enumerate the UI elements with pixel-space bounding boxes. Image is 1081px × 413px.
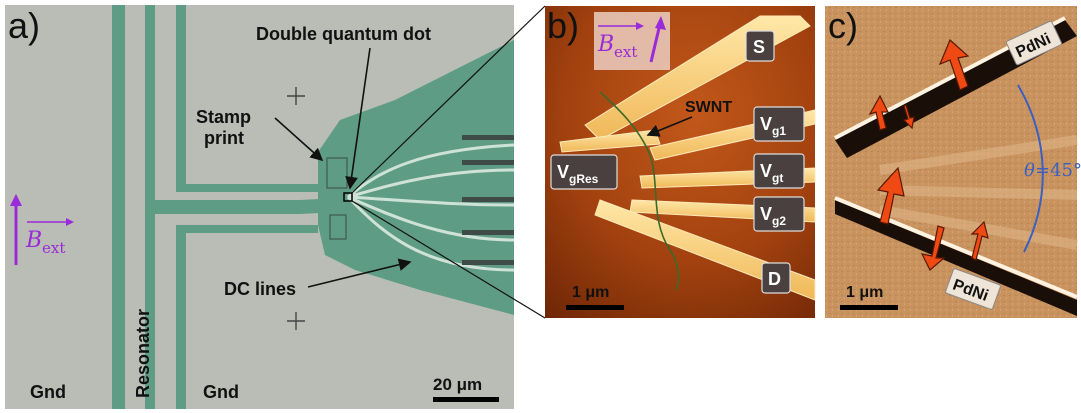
scalebar-b: [566, 305, 624, 310]
moment-arrow-1: [868, 94, 889, 131]
panel-a-letter: a): [8, 5, 40, 46]
gnd-right-label: Gnd: [203, 382, 239, 402]
zoom-line-bottom: [351, 200, 546, 319]
moment-arrow-2: [902, 104, 915, 130]
field-arrow-a-head: [10, 194, 22, 206]
moment-arrow-3: [938, 38, 970, 91]
field-sub-a: ext: [42, 239, 65, 257]
field-symbol-b: B: [597, 32, 614, 57]
stamp-label-line1: Stamp: [196, 107, 251, 127]
tag-s: S: [753, 37, 765, 57]
field-vector-bar-a-head: [66, 218, 74, 226]
dc-arrow: [307, 258, 412, 288]
angle-symbol: θ: [1024, 160, 1035, 181]
swnt-tube: [599, 91, 680, 291]
scalebar-c-label: 1 μm: [846, 284, 883, 301]
alignment-mark-bottom: [287, 312, 305, 330]
pdni-top-box: [1006, 20, 1062, 66]
resonator-line: [145, 5, 155, 409]
panel-c: θ =45° PdNi PdNi c) 1 μm: [825, 5, 1081, 318]
angle-arc: [1017, 84, 1044, 253]
scalebar-c: [840, 305, 898, 310]
dqd-box: [343, 192, 353, 202]
moment-arrow-5: [920, 225, 946, 271]
dqd-label: Double quantum dot: [256, 24, 431, 44]
dc-pad-slots: [462, 135, 514, 265]
stamp-print-frame-lower: [329, 214, 347, 240]
pdni-stripe-bottom: [835, 200, 1077, 316]
tag-vg1-box: [753, 106, 805, 142]
lead-drain: [594, 199, 816, 301]
moment-arrows: [868, 38, 989, 271]
dc-lines: [346, 143, 515, 272]
tag-vgt-box: [753, 153, 805, 189]
field-arrow-b: [649, 23, 662, 63]
tag-vg2: Vg2: [760, 204, 786, 228]
tag-d-box: [761, 262, 791, 294]
tag-vg2-box: [753, 196, 805, 232]
tag-vgt: Vgt: [760, 161, 783, 185]
panel-c-letter: c): [828, 5, 858, 46]
scalebar-a-label: 20 μm: [433, 375, 482, 394]
scalebar-a: [433, 397, 499, 402]
pdni-bottom-box: [945, 268, 1001, 310]
gnd-left-label: Gnd: [30, 382, 66, 402]
tag-d: D: [768, 269, 781, 289]
stamp-label-line2: print: [204, 128, 244, 148]
panel-b: b) B ext S Vg1 Vgt Vg2 VgRes D SWNT 1 μm: [545, 5, 816, 318]
panel-b-letter: b): [547, 5, 579, 46]
swnt-arrow: [646, 116, 693, 137]
tag-vgres-box: [550, 154, 618, 190]
swnt-label: SWNT: [685, 99, 732, 116]
scalebar-b-label: 1 μm: [572, 284, 609, 301]
stamp-print-frame: [326, 157, 348, 189]
pdni-stripe-bottom-highlight: [834, 196, 1078, 299]
moment-arrow-6: [970, 220, 989, 261]
dqd-arrow: [345, 47, 371, 190]
tag-vgres: VgRes: [557, 162, 599, 186]
lead-vgres: [559, 129, 661, 153]
field-sub-b: ext: [614, 43, 637, 61]
moment-arrow-4: [876, 166, 905, 225]
tag-vg1: Vg1: [760, 114, 786, 138]
gate-lead: [155, 198, 340, 214]
dc-lines-label: DC lines: [224, 279, 296, 299]
zoom-line-top: [351, 5, 546, 194]
alignment-mark-top: [287, 87, 305, 105]
angle-value: =45°: [1035, 160, 1081, 181]
field-vector-bar-b-head: [636, 22, 644, 30]
ground-strip-left: [112, 5, 125, 409]
field-arrow-b-head: [655, 16, 666, 30]
contact-fanout: [318, 40, 514, 315]
stamp-arrow: [274, 117, 324, 162]
resonator-label: Resonator: [133, 309, 153, 398]
field-symbol-a: B: [25, 228, 42, 253]
panel-a: a) Double quantum dot Stamp print DC lin…: [5, 5, 515, 409]
tag-s-box: [745, 30, 775, 62]
